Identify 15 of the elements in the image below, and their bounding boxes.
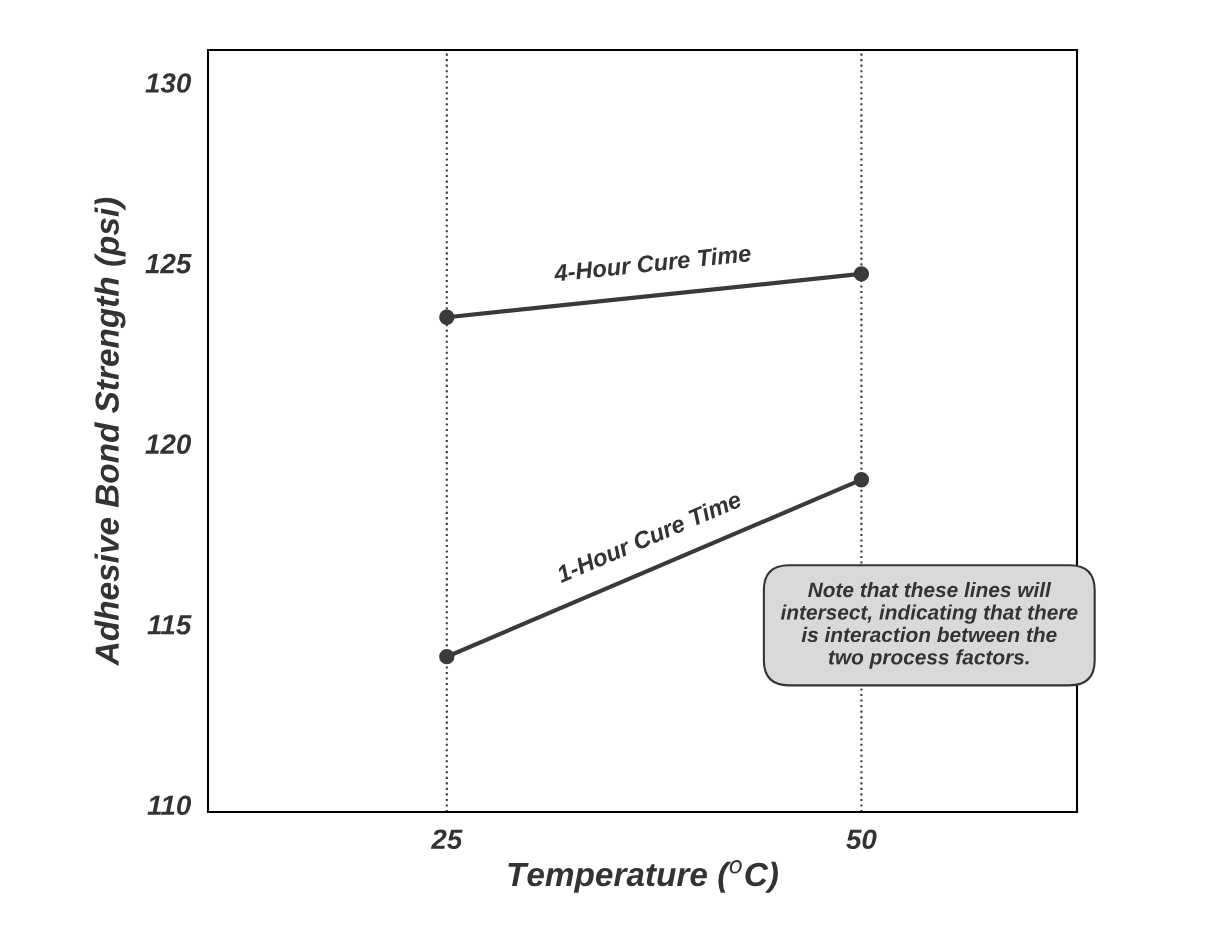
text: 4-Hour Cure Time xyxy=(553,244,752,282)
point xyxy=(853,266,870,282)
y-axis-title: Adhesive Bond Strength (psi) xyxy=(94,197,126,666)
y-tick-label: 120 xyxy=(145,434,192,454)
annotation: Note that these lines will intersect, indicating that there is interaction between the two process factors. xyxy=(780,581,1078,669)
y-tick-label: 125 xyxy=(145,253,192,274)
x-tick-label: 50 xyxy=(846,829,877,850)
y-tick-label: 110 xyxy=(147,795,192,816)
y-tick-label: 115 xyxy=(147,615,192,635)
point xyxy=(439,649,455,665)
point xyxy=(439,309,455,325)
point xyxy=(853,472,870,488)
y-tick-label: 130 xyxy=(145,73,192,93)
x-tick-label: 25 xyxy=(430,829,463,850)
x-axis-title: Temperature ($^{o}$C) xyxy=(508,860,778,893)
